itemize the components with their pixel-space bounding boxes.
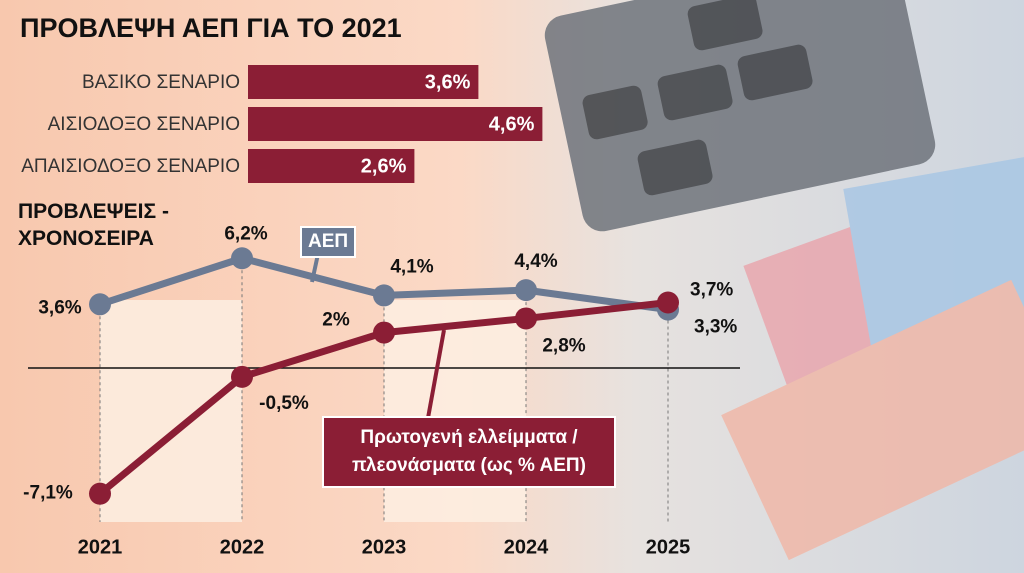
value-label: 3,7%	[690, 280, 733, 301]
legend-label: Πρωτογενή ελλείμματα / πλεονάσματα (ως %…	[322, 416, 616, 488]
bar	[248, 65, 479, 99]
x-tick-label: 2024	[504, 536, 549, 558]
point	[373, 284, 395, 307]
category-label: ΑΠΑΙΣΙΟΔΟΞΟ ΣΕΝΑΡΙΟ	[21, 156, 240, 177]
value-label: 2%	[322, 310, 350, 331]
value-label: 2,6%	[361, 155, 407, 177]
point	[231, 247, 253, 270]
banknote	[721, 279, 1024, 561]
x-tick-label: 2023	[362, 536, 407, 558]
key	[582, 85, 648, 140]
bar-chart-title: ΠΡΟΒΛΕΨΗ ΑΕΠ ΓΙΑ ΤΟ 2021	[20, 13, 402, 43]
value-label: 6,2%	[224, 223, 267, 244]
key	[657, 64, 733, 121]
x-tick-label: 2022	[220, 536, 265, 558]
key	[737, 44, 813, 101]
value-label: 3,6%	[425, 71, 471, 93]
bar	[248, 107, 543, 141]
legend-label: ΑΕΠ	[300, 226, 357, 258]
shaded-band	[100, 300, 242, 522]
value-label: 2,8%	[542, 335, 585, 356]
point	[89, 482, 111, 505]
category-label: ΑΙΣΙΟΔΟΞΟ ΣΕΝΑΡΙΟ	[48, 114, 240, 135]
point	[373, 321, 395, 344]
point	[657, 291, 679, 314]
key	[687, 0, 763, 51]
key	[637, 139, 713, 196]
photo-decoration	[544, 0, 1024, 561]
value-label: -0,5%	[259, 393, 309, 414]
line-chart-title: ΠΡΟΒΛΕΨΕΙΣ - ΧΡΟΝΟΣΕΙΡΑ	[18, 200, 169, 250]
legend-pointer	[426, 329, 446, 419]
value-label: 3,3%	[694, 317, 737, 338]
x-tick-label: 2025	[646, 536, 691, 558]
value-label: 3,6%	[38, 297, 81, 318]
category-label: ΒΑΣΙΚΟ ΣΕΝΑΡΙΟ	[82, 72, 240, 93]
value-label: 4,1%	[390, 256, 433, 277]
value-label: 4,4%	[514, 251, 557, 272]
point	[515, 307, 537, 330]
value-label: -7,1%	[23, 483, 73, 504]
x-tick-label: 2021	[78, 536, 123, 558]
bar	[248, 149, 415, 183]
legend-pointer	[310, 253, 320, 283]
point	[89, 293, 111, 316]
point	[515, 279, 537, 302]
point	[231, 365, 253, 388]
value-label: 4,6%	[489, 113, 535, 135]
